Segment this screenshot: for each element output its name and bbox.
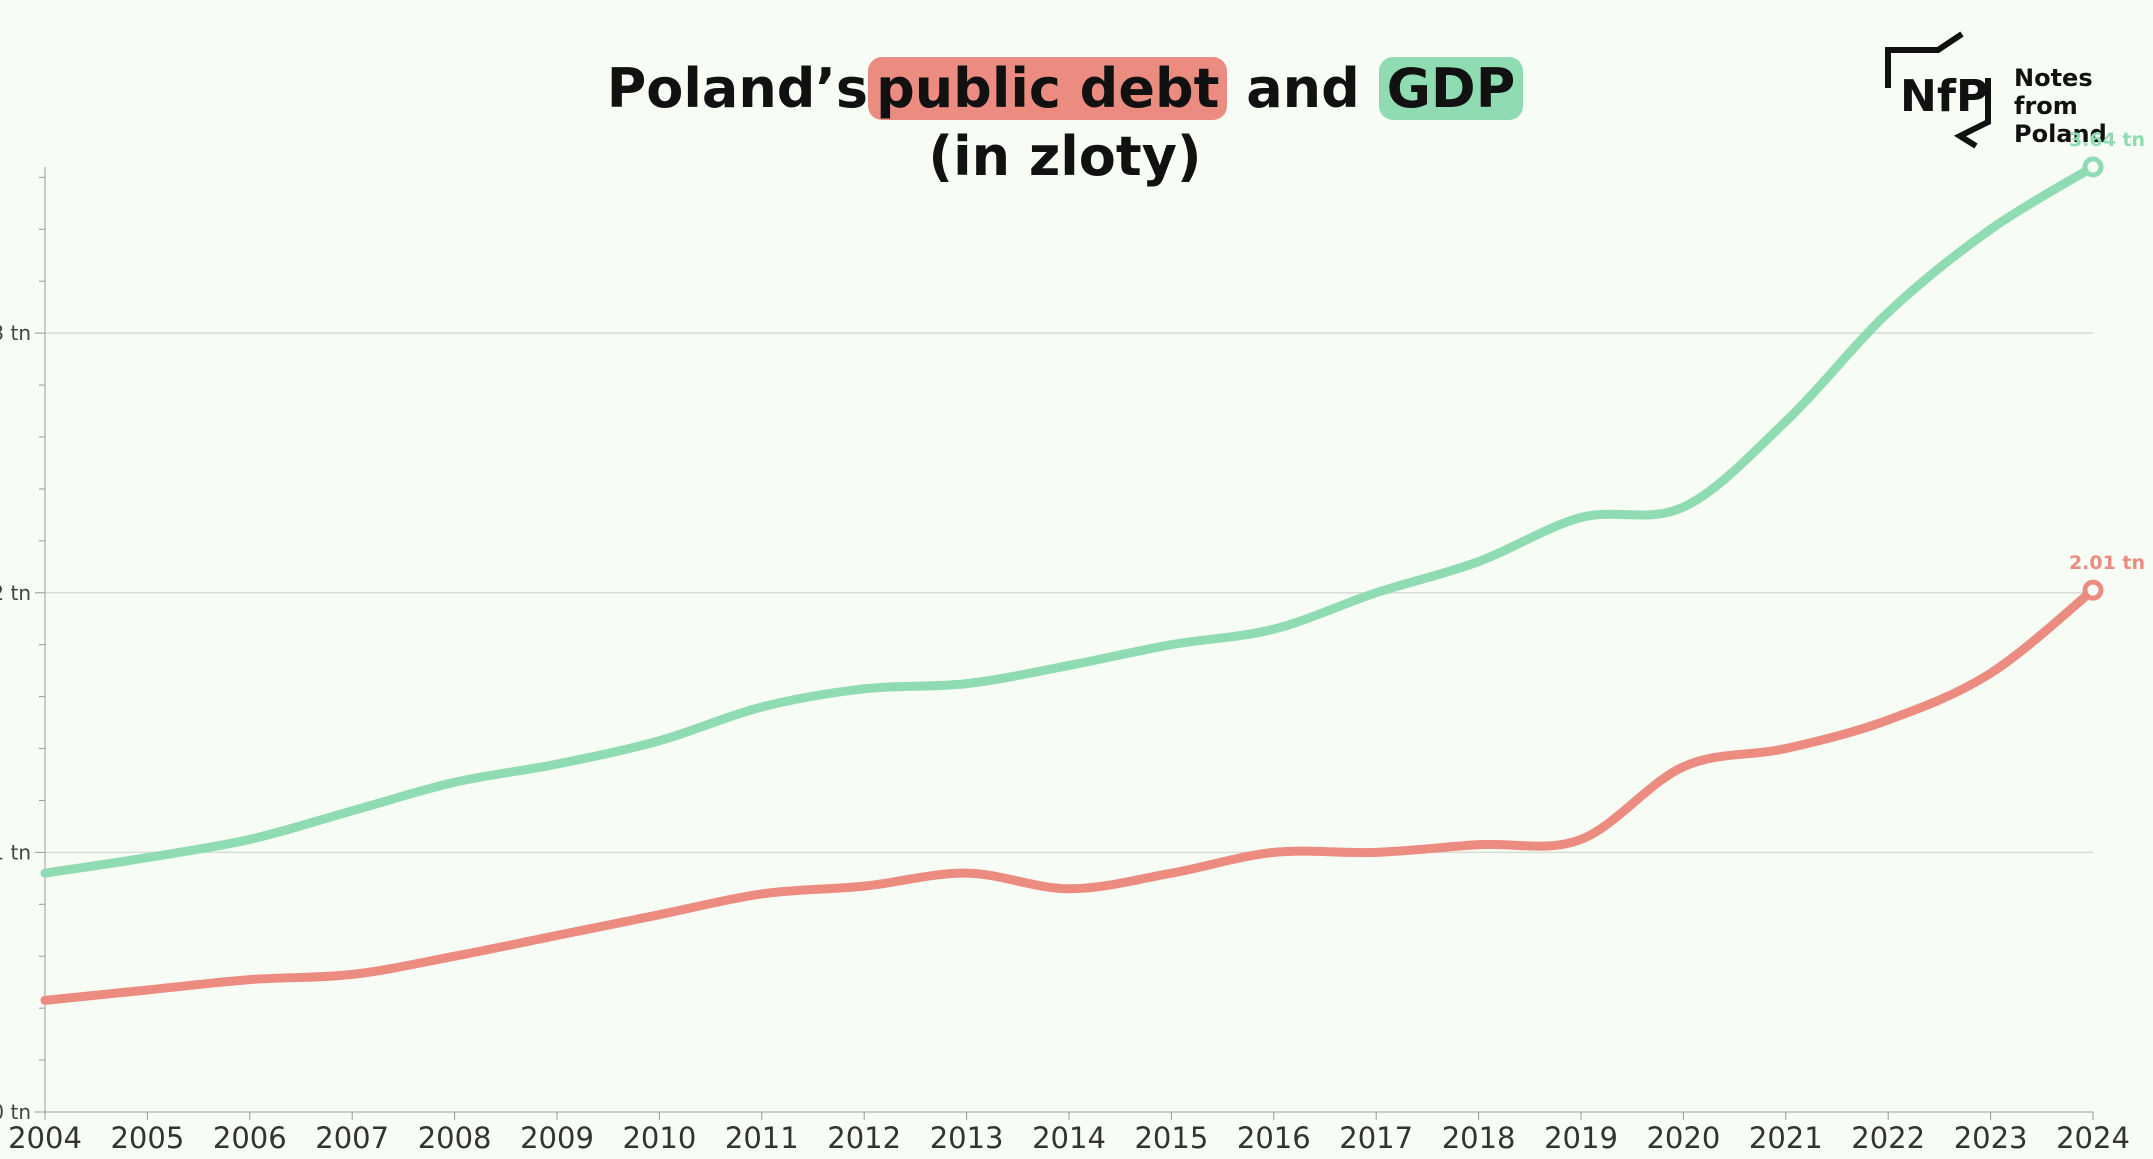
logo-bracket-bottom-icon <box>1953 78 1991 149</box>
logo-bracket-top-icon <box>1885 31 1964 88</box>
series-end-label-public-debt: 2.01 tn <box>2069 552 2145 574</box>
x-tick-label-2022: 2022 <box>1851 1121 1925 1155</box>
x-tick-label-2006: 2006 <box>213 1121 287 1155</box>
logo-mark: NfP <box>1900 71 1988 122</box>
title-gdp-highlight: GDP <box>1378 57 1524 120</box>
x-tick-label-2018: 2018 <box>1442 1121 1516 1155</box>
title-debt-highlight: public debt <box>868 57 1228 120</box>
series-endpoint-public-debt <box>2082 579 2104 601</box>
x-tick-label-2015: 2015 <box>1134 1121 1208 1155</box>
series-line-public-debt <box>40 585 2098 1005</box>
x-tick-label-2008: 2008 <box>418 1121 492 1155</box>
x-tick-label-2023: 2023 <box>1954 1121 2028 1155</box>
x-tick-label-2019: 2019 <box>1544 1121 1618 1155</box>
chart-title: Poland’s public debt and GDP (in zloty) <box>0 55 2130 191</box>
series-line-gdp <box>40 162 2098 878</box>
y-tick-label-0: 0 tn <box>0 1100 31 1124</box>
nfp-logo: NfP <box>1885 31 1991 149</box>
title-prefix: Poland’s <box>606 57 869 120</box>
x-tick-label-2010: 2010 <box>622 1121 696 1155</box>
x-tick-label-2004: 2004 <box>8 1121 82 1155</box>
x-tick-label-2011: 2011 <box>725 1121 799 1155</box>
x-tick-label-2021: 2021 <box>1749 1121 1823 1155</box>
series-endpoint-gdp <box>2082 156 2104 178</box>
series-lines: 3.64 tn 2.01 tn <box>40 129 2145 1005</box>
x-tick-label-2013: 2013 <box>930 1121 1004 1155</box>
x-tick-label-2014: 2014 <box>1032 1121 1106 1155</box>
y-tick-labels: 0 tn 1 tn 2 tn 3 tn <box>0 321 31 1124</box>
axes <box>35 167 2094 1120</box>
y-tick-label-2: 2 tn <box>0 581 31 605</box>
title-line-2: (in zloty) <box>928 125 1202 188</box>
x-tick-label-2017: 2017 <box>1339 1121 1413 1155</box>
logo-text: Notes from Poland <box>2014 64 2153 148</box>
title-middle: and <box>1246 57 1360 120</box>
x-tick-label-2012: 2012 <box>827 1121 901 1155</box>
x-tick-label-2007: 2007 <box>315 1121 389 1155</box>
x-tick-label-2020: 2020 <box>1646 1121 1720 1155</box>
series-end-label-gdp: 3.64 tn <box>2069 129 2145 151</box>
x-tick-label-2024: 2024 <box>2056 1121 2130 1155</box>
title-line-1: Poland’s public debt and GDP <box>0 55 2130 123</box>
x-tick-label-2016: 2016 <box>1237 1121 1311 1155</box>
x-tick-labels: 2004 2005 2006 2007 2008 2009 2010 2011 2012 2013… <box>8 1121 2130 1155</box>
grid-lines <box>45 332 2093 854</box>
logo-text-line-2: Poland <box>2014 120 2107 148</box>
x-tick-label-2009: 2009 <box>520 1121 594 1155</box>
y-tick-label-1: 1 tn <box>0 840 31 864</box>
x-tick-label-2005: 2005 <box>110 1121 184 1155</box>
y-tick-label-3: 3 tn <box>0 321 31 345</box>
logo-text-line-1: Notes from <box>2014 64 2093 120</box>
